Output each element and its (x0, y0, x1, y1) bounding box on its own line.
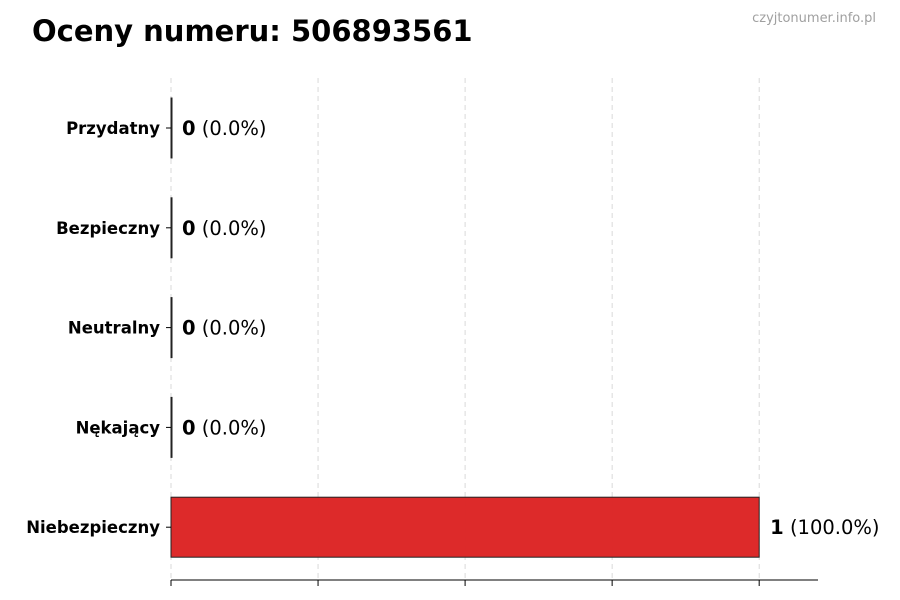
bar (170, 496, 760, 558)
category-label: Nękający (76, 418, 161, 437)
chart-title: Oceny numeru: 506893561 (32, 14, 473, 48)
category-label: Przydatny (66, 119, 160, 138)
bar (170, 297, 173, 359)
value-label: 0 (0.0%) (182, 416, 267, 439)
category-label: Niebezpieczny (26, 518, 160, 537)
value-label: 1 (100.0%) (770, 516, 879, 539)
value-count: 0 (182, 317, 196, 340)
bar (170, 197, 173, 259)
watermark: czyjtonumer.info.pl (752, 11, 876, 26)
category-label: Neutralny (68, 319, 160, 338)
value-label: 0 (0.0%) (182, 317, 267, 340)
value-count: 0 (182, 416, 196, 439)
value-label: 0 (0.0%) (182, 117, 267, 140)
value-percent: (100.0%) (784, 516, 880, 539)
category-label: Bezpieczny (56, 219, 160, 238)
bar (170, 396, 173, 458)
value-percent: (0.0%) (196, 317, 267, 340)
value-count: 1 (770, 516, 784, 539)
value-label: 0 (0.0%) (182, 217, 267, 240)
value-percent: (0.0%) (196, 217, 267, 240)
value-percent: (0.0%) (196, 416, 267, 439)
bar (170, 97, 173, 159)
value-count: 0 (182, 217, 196, 240)
value-percent: (0.0%) (196, 117, 267, 140)
value-count: 0 (182, 117, 196, 140)
